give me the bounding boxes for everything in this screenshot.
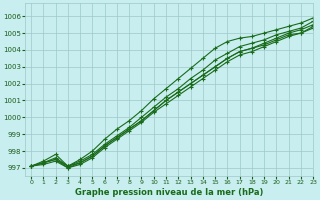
X-axis label: Graphe pression niveau de la mer (hPa): Graphe pression niveau de la mer (hPa) — [75, 188, 263, 197]
